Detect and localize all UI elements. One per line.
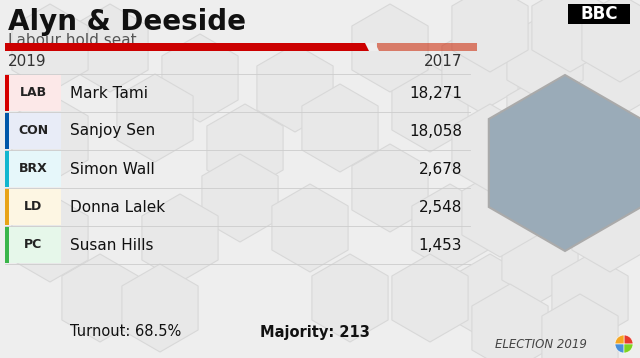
Text: PC: PC: [24, 238, 42, 252]
Polygon shape: [12, 194, 88, 282]
Polygon shape: [142, 194, 218, 282]
Bar: [5, 189, 9, 225]
Bar: [5, 113, 9, 149]
Text: BBC: BBC: [580, 5, 618, 23]
Bar: [5, 43, 373, 51]
Polygon shape: [72, 4, 148, 92]
Text: 1,453: 1,453: [419, 237, 462, 252]
Polygon shape: [502, 214, 578, 302]
FancyBboxPatch shape: [5, 227, 61, 263]
Polygon shape: [62, 254, 138, 342]
FancyBboxPatch shape: [5, 75, 61, 111]
Polygon shape: [572, 184, 640, 272]
Text: Turnout: 68.5%: Turnout: 68.5%: [70, 324, 181, 339]
Text: Alyn & Deeside: Alyn & Deeside: [8, 8, 246, 36]
Bar: [5, 151, 9, 187]
Polygon shape: [12, 94, 88, 182]
Polygon shape: [272, 184, 348, 272]
Polygon shape: [365, 43, 379, 51]
Polygon shape: [462, 169, 538, 257]
Wedge shape: [624, 344, 633, 353]
Polygon shape: [542, 294, 618, 358]
Text: 2,678: 2,678: [419, 161, 462, 176]
FancyBboxPatch shape: [5, 151, 61, 187]
Text: Labour hold seat: Labour hold seat: [8, 33, 136, 48]
Text: 18,058: 18,058: [409, 124, 462, 139]
Text: Susan Hills: Susan Hills: [70, 237, 154, 252]
Polygon shape: [257, 44, 333, 132]
Text: 2017: 2017: [424, 54, 462, 69]
Wedge shape: [615, 335, 624, 344]
Polygon shape: [582, 0, 640, 82]
Text: CON: CON: [18, 125, 48, 137]
Polygon shape: [452, 104, 528, 192]
Bar: [5, 75, 9, 111]
Polygon shape: [472, 284, 548, 358]
Polygon shape: [442, 24, 518, 112]
Polygon shape: [572, 34, 640, 122]
Polygon shape: [122, 264, 198, 352]
Wedge shape: [624, 335, 633, 344]
Polygon shape: [117, 74, 193, 162]
Text: Sanjoy Sen: Sanjoy Sen: [70, 124, 155, 139]
FancyBboxPatch shape: [5, 189, 61, 225]
Polygon shape: [412, 184, 488, 272]
Polygon shape: [392, 254, 468, 342]
Text: LD: LD: [24, 200, 42, 213]
Polygon shape: [392, 64, 468, 152]
Polygon shape: [12, 4, 88, 92]
Polygon shape: [352, 4, 428, 92]
Polygon shape: [517, 144, 593, 232]
Text: Majority: 213: Majority: 213: [260, 324, 370, 339]
Polygon shape: [452, 0, 528, 72]
Polygon shape: [507, 74, 583, 162]
Polygon shape: [489, 75, 640, 251]
Text: 2019: 2019: [8, 54, 47, 69]
Polygon shape: [207, 104, 283, 192]
Polygon shape: [312, 254, 388, 342]
Text: BRX: BRX: [19, 163, 47, 175]
Text: LAB: LAB: [19, 87, 47, 100]
Polygon shape: [202, 154, 278, 242]
Text: 2,548: 2,548: [419, 199, 462, 214]
Polygon shape: [162, 34, 238, 122]
Text: ELECTION 2019: ELECTION 2019: [495, 338, 587, 350]
Bar: [377, 43, 477, 51]
Text: Donna Lalek: Donna Lalek: [70, 199, 165, 214]
Polygon shape: [532, 0, 608, 72]
Wedge shape: [615, 344, 624, 353]
Polygon shape: [452, 254, 528, 342]
Polygon shape: [507, 14, 583, 102]
Text: Mark Tami: Mark Tami: [70, 86, 148, 101]
Polygon shape: [552, 254, 628, 342]
Polygon shape: [302, 84, 378, 172]
FancyBboxPatch shape: [568, 4, 630, 24]
Text: Simon Wall: Simon Wall: [70, 161, 155, 176]
FancyBboxPatch shape: [5, 113, 61, 149]
Text: 18,271: 18,271: [409, 86, 462, 101]
Bar: [5, 227, 9, 263]
Polygon shape: [562, 114, 638, 202]
Polygon shape: [352, 144, 428, 232]
